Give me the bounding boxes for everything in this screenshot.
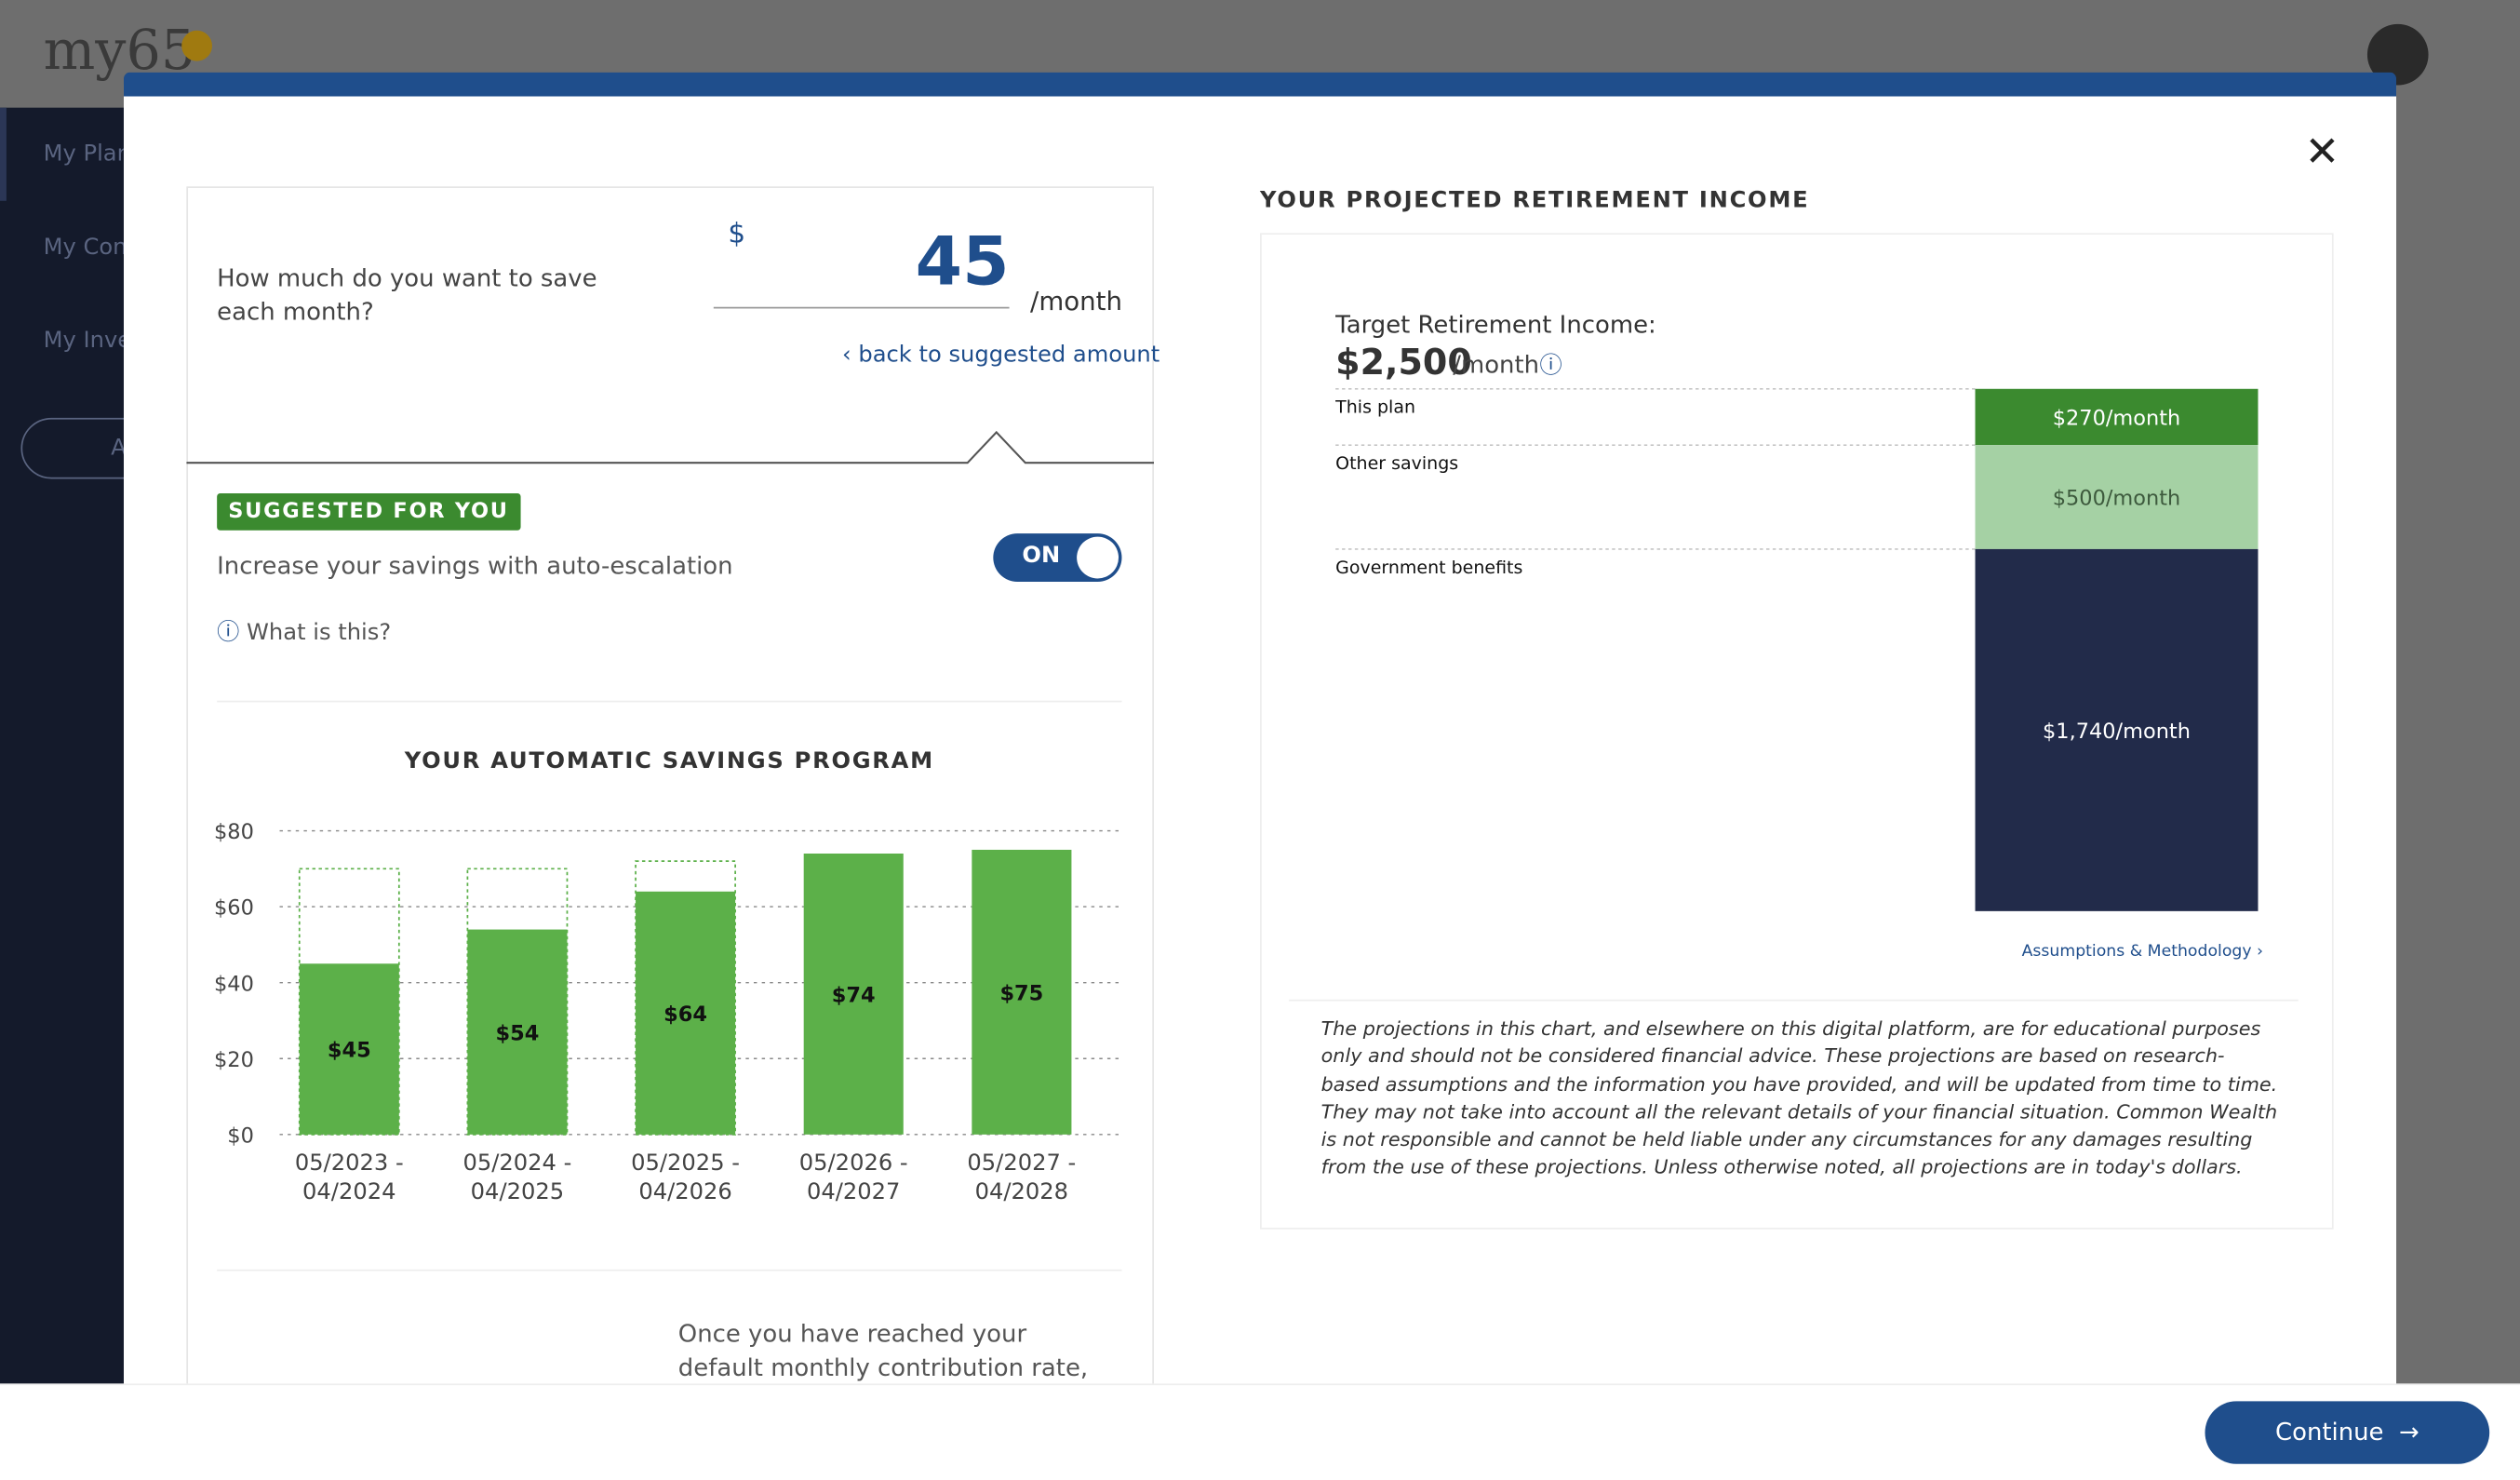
- value-label: $64: [664, 1002, 707, 1027]
- value-label: $54: [496, 1021, 540, 1045]
- segment-label: $1,740/month: [2043, 720, 2191, 744]
- close-button[interactable]: ✕: [2304, 128, 2340, 177]
- bar: [299, 963, 399, 1135]
- target-value: $2,500: [1335, 343, 1472, 384]
- escalation-text: Increase your savings with auto-escalati…: [217, 551, 733, 581]
- footer: [0, 1383, 2520, 1480]
- income-segment: [1975, 388, 2259, 446]
- target-label: Target Retirement Income:: [1335, 310, 1656, 340]
- help-text[interactable]: What is this?: [247, 620, 392, 647]
- toggle-label: ON: [1022, 543, 1061, 570]
- nav-item[interactable]: My Inve: [43, 328, 132, 354]
- question: How much do you want to save each month?: [217, 263, 597, 327]
- logo-plus: [181, 30, 212, 61]
- nav-item[interactable]: My Con: [43, 235, 127, 261]
- sidebar: [0, 107, 126, 1480]
- nav-active: [0, 107, 7, 201]
- value-label: $74: [832, 984, 876, 1008]
- income-title: YOUR PROJECTED RETIREMENT INCOME: [1259, 187, 1810, 214]
- amount-input[interactable]: 45: [713, 222, 1010, 309]
- target-unit: /month: [1453, 350, 1540, 380]
- income-segment: [1975, 445, 2259, 549]
- segment-name: Other savings: [1335, 453, 1458, 474]
- toggle-knob: [1077, 536, 1119, 579]
- value-label: $45: [328, 1039, 371, 1063]
- bar: [636, 891, 736, 1135]
- x-tick-label: 05/2024 - 04/2025: [462, 1150, 572, 1205]
- y-tick-label: $60: [214, 896, 254, 921]
- disclaimer: The projections in this chart, and elsew…: [1320, 1016, 2278, 1179]
- y-tick-label: $80: [214, 820, 254, 844]
- bar: [467, 929, 568, 1135]
- x-tick-label: 05/2027 - 04/2028: [967, 1150, 1077, 1205]
- nav-item[interactable]: My Plan: [43, 141, 131, 168]
- bar: [803, 854, 904, 1135]
- separator: [217, 700, 1122, 703]
- y-tick-label: $40: [214, 972, 254, 996]
- income-segment: [1975, 548, 2259, 911]
- currency: $: [728, 218, 746, 251]
- bar: [972, 849, 1072, 1135]
- y-tick-label: $20: [214, 1048, 254, 1072]
- savings-card: [186, 186, 1155, 1411]
- methodology-text[interactable]: Assumptions & Methodology: [2021, 943, 2252, 962]
- segment-label: $270/month: [2053, 407, 2181, 431]
- segment-label: $500/month: [2053, 487, 2181, 511]
- continue-button[interactable]: Continue →: [2205, 1401, 2490, 1464]
- badge: SUGGESTED FOR YOU: [217, 492, 520, 531]
- x-tick-label: 05/2025 - 04/2026: [631, 1150, 741, 1205]
- back-link[interactable]: ‹ back to suggested amount: [841, 342, 1160, 369]
- divider-notch: [186, 430, 1155, 464]
- chart-title: YOUR AUTOMATIC SAVINGS PROGRAM: [404, 748, 934, 775]
- back-link-text[interactable]: back to suggested amount: [858, 342, 1160, 369]
- separator: [217, 1269, 1122, 1271]
- x-tick-label: 05/2023 - 04/2024: [294, 1150, 404, 1205]
- separator: [1289, 999, 2299, 1002]
- segment-name: This plan: [1334, 397, 1415, 418]
- continue-text[interactable]: Continue: [2275, 1417, 2384, 1446]
- target-help[interactable]: ⓘ: [1539, 353, 1562, 380]
- value-label: $75: [999, 982, 1043, 1006]
- help-link[interactable]: ⓘ What is this?: [217, 620, 392, 647]
- y-tick-label: $0: [227, 1123, 254, 1148]
- unit: /month: [1030, 286, 1123, 317]
- segment-name: Government benefits: [1335, 558, 1522, 578]
- x-tick-label: 05/2026 - 04/2027: [798, 1150, 908, 1205]
- methodology-link[interactable]: Assumptions & Methodology ›: [2021, 943, 2263, 962]
